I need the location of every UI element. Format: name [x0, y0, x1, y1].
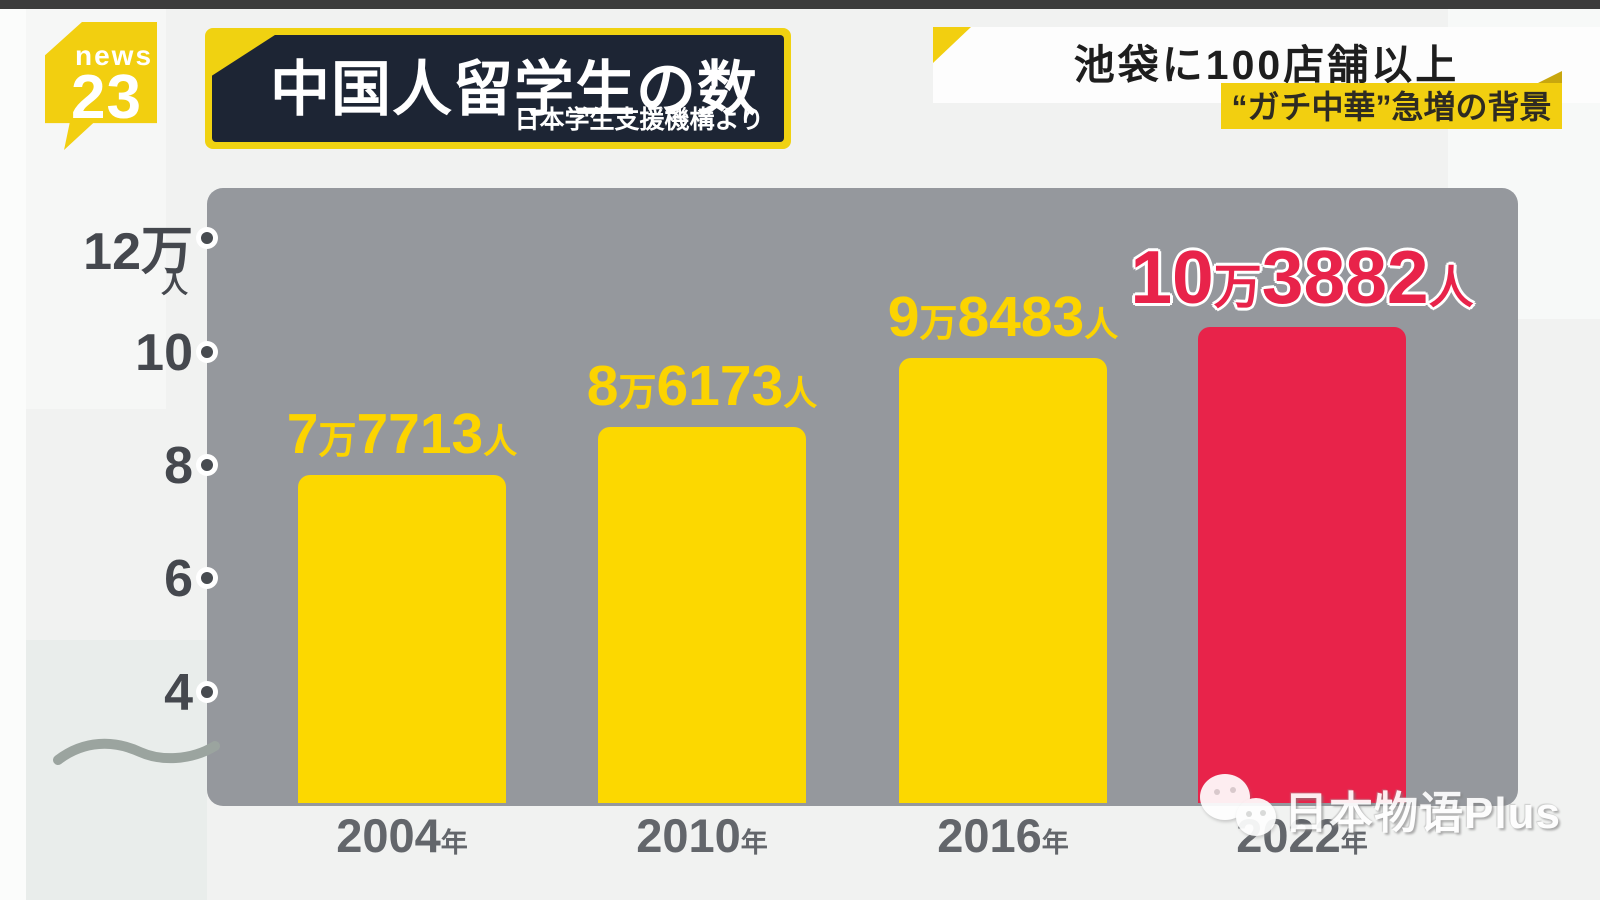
value-man: 万: [318, 420, 357, 462]
xlabel-suffix: 年: [740, 828, 768, 858]
value-rest: 8483: [957, 285, 1085, 349]
topic-banner-text: 池袋に100店舗以上: [1073, 42, 1460, 88]
logo-text-23: 23: [71, 63, 142, 132]
xlabel-suffix: 年: [1340, 828, 1368, 858]
bar-2004: [298, 475, 506, 803]
corner-triangle-icon: [933, 27, 971, 63]
xlabel-year: 2010: [636, 809, 741, 862]
xlabel-2004: 2004年: [252, 812, 552, 859]
left-edge-strip: [0, 9, 26, 900]
value-big: 10: [1130, 235, 1214, 319]
watermark-text: 日本物语Plus: [1284, 789, 1561, 838]
fold-corner-icon: [1538, 71, 1562, 83]
xlabel-suffix: 年: [1041, 828, 1069, 858]
value-unit: 人: [1084, 306, 1119, 344]
ytick-12man: 12万: [83, 209, 193, 284]
axis-tick-dot: [196, 341, 218, 363]
bar-2016: [899, 358, 1107, 803]
value-man: 万: [1213, 261, 1262, 314]
topic-subbanner-text: “ガチ中華”急増の背景: [1231, 89, 1552, 125]
value-label-2022: 10万3882人: [1130, 240, 1473, 315]
title-banner-inner: 中国人留学生の数 日本学生支援機構より: [212, 35, 784, 142]
value-rest: 3882: [1261, 235, 1429, 319]
axis-break-squiggle-icon: [53, 738, 220, 765]
value-man: 万: [618, 372, 657, 414]
ytick-unit: 人: [161, 269, 188, 299]
xlabel-year: 2004: [336, 809, 441, 862]
xlabel-2010: 2010年: [552, 812, 852, 859]
axis-tick-dot: [196, 681, 218, 703]
bar-2022: [1198, 327, 1406, 803]
ytick-text: 6: [164, 550, 193, 608]
value-label-2010: 8万6173人: [587, 358, 818, 415]
title-banner: 中国人留学生の数 日本学生支援機構より: [205, 28, 791, 149]
value-unit: 人: [483, 423, 518, 461]
ytick-8: 8: [164, 436, 193, 496]
xlabel-suffix: 年: [440, 828, 468, 858]
value-unit: 人: [1428, 262, 1474, 313]
axis-tick-dot: [196, 567, 218, 589]
value-man: 万: [919, 303, 958, 345]
value-rest: 6173: [656, 354, 784, 418]
chart-title: 中国人留学生の数: [270, 56, 758, 123]
axis-tick-dot: [196, 227, 218, 249]
top-letterbox-strip: [0, 0, 1600, 9]
value-label-2004: 7万7713人: [287, 406, 518, 463]
ytick-text: 10: [135, 324, 193, 382]
ytick-6: 6: [164, 549, 193, 609]
value-rest: 7713: [356, 402, 484, 466]
ytick-text: 4: [164, 664, 193, 722]
wechat-icon: [1196, 772, 1284, 846]
value-big: 7: [286, 402, 319, 466]
bubble-eye: [1260, 810, 1266, 816]
bubble-eye: [1246, 811, 1252, 817]
chart-panel: 7万7713人 8万6173人 9万8483人 10万3882人: [196, 188, 1518, 806]
bar-2010: [598, 427, 806, 803]
value-big: 9: [887, 285, 920, 349]
bubble-eye: [1214, 789, 1220, 795]
value-unit: 人: [783, 375, 818, 413]
ytick-4: 4: [164, 663, 193, 723]
axis-tick-dot: [196, 454, 218, 476]
topic-subbanner: “ガチ中華”急増の背景: [1221, 71, 1562, 129]
ytick-text: 12万: [83, 223, 193, 281]
ytick-10: 10: [135, 323, 193, 383]
xlabel-year: 2016: [937, 809, 1042, 862]
news23-logo: news 23: [45, 22, 157, 150]
ytick-text: 8: [164, 437, 193, 495]
value-big: 8: [586, 354, 619, 418]
chat-bubble-icon: [1236, 798, 1276, 836]
value-label-2016: 9万8483人: [888, 289, 1119, 346]
chart-source: 日本学生支援機構より: [514, 106, 764, 134]
watermark: 日本物语Plus: [1196, 772, 1561, 846]
xlabel-2016: 2016年: [853, 812, 1153, 859]
logo-text-news: news: [75, 40, 154, 71]
bubble-eye: [1230, 787, 1236, 793]
